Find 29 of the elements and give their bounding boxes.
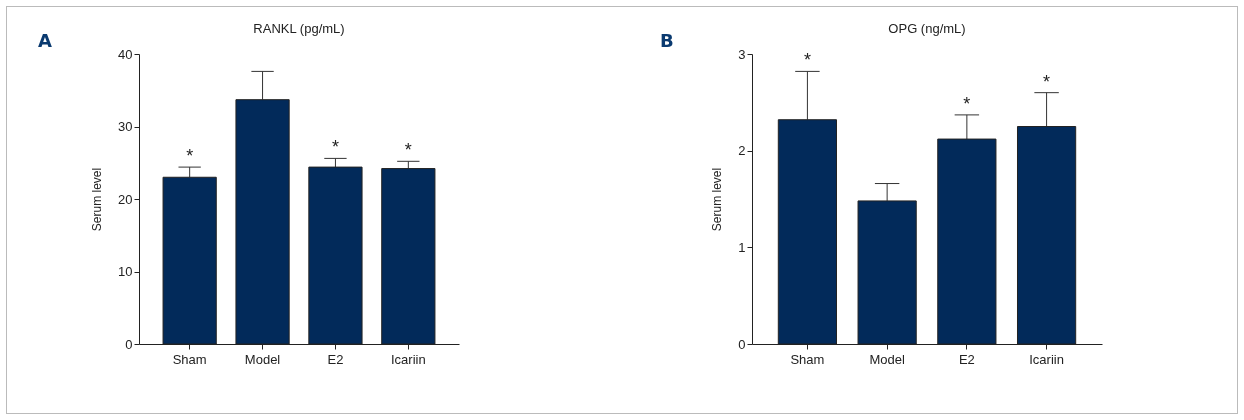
annotation: *: [186, 146, 194, 167]
x-tick-label: Sham: [790, 351, 825, 367]
annotation: *: [963, 93, 971, 114]
y-tick-label: 0: [125, 336, 133, 352]
y-tick-label: 20: [118, 191, 133, 207]
y-axis-title: Serum level: [90, 167, 105, 232]
text: A: [38, 30, 52, 51]
y-tick-label: 2: [738, 143, 746, 159]
annotation: *: [331, 137, 339, 158]
chart-title: OPG (ng/mL): [888, 21, 966, 36]
y-tick-label: 3: [738, 46, 746, 62]
y-tick-label: 0: [738, 336, 746, 352]
x-tick-label: E2: [958, 351, 975, 367]
y-tick-label: 30: [118, 119, 133, 134]
chart-title: RANKL (pg/mL): [253, 21, 345, 36]
y-tick-label: 10: [118, 264, 133, 279]
annotation: *: [1043, 71, 1051, 92]
x-tick-label: E2: [327, 351, 344, 367]
y-tick-label: 1: [738, 239, 746, 255]
annotation: *: [404, 140, 412, 161]
x-tick-label: Icariin: [1029, 351, 1064, 367]
x-tick-label: Model: [869, 351, 905, 367]
annotation: *: [803, 50, 811, 71]
y-tick-label: 40: [118, 46, 133, 62]
text: B: [660, 30, 674, 51]
x-tick-label: Icariin: [391, 351, 426, 367]
x-tick-label: Model: [244, 351, 281, 367]
x-tick-label: Sham: [172, 351, 207, 367]
y-axis-title: Serum level: [710, 167, 725, 232]
